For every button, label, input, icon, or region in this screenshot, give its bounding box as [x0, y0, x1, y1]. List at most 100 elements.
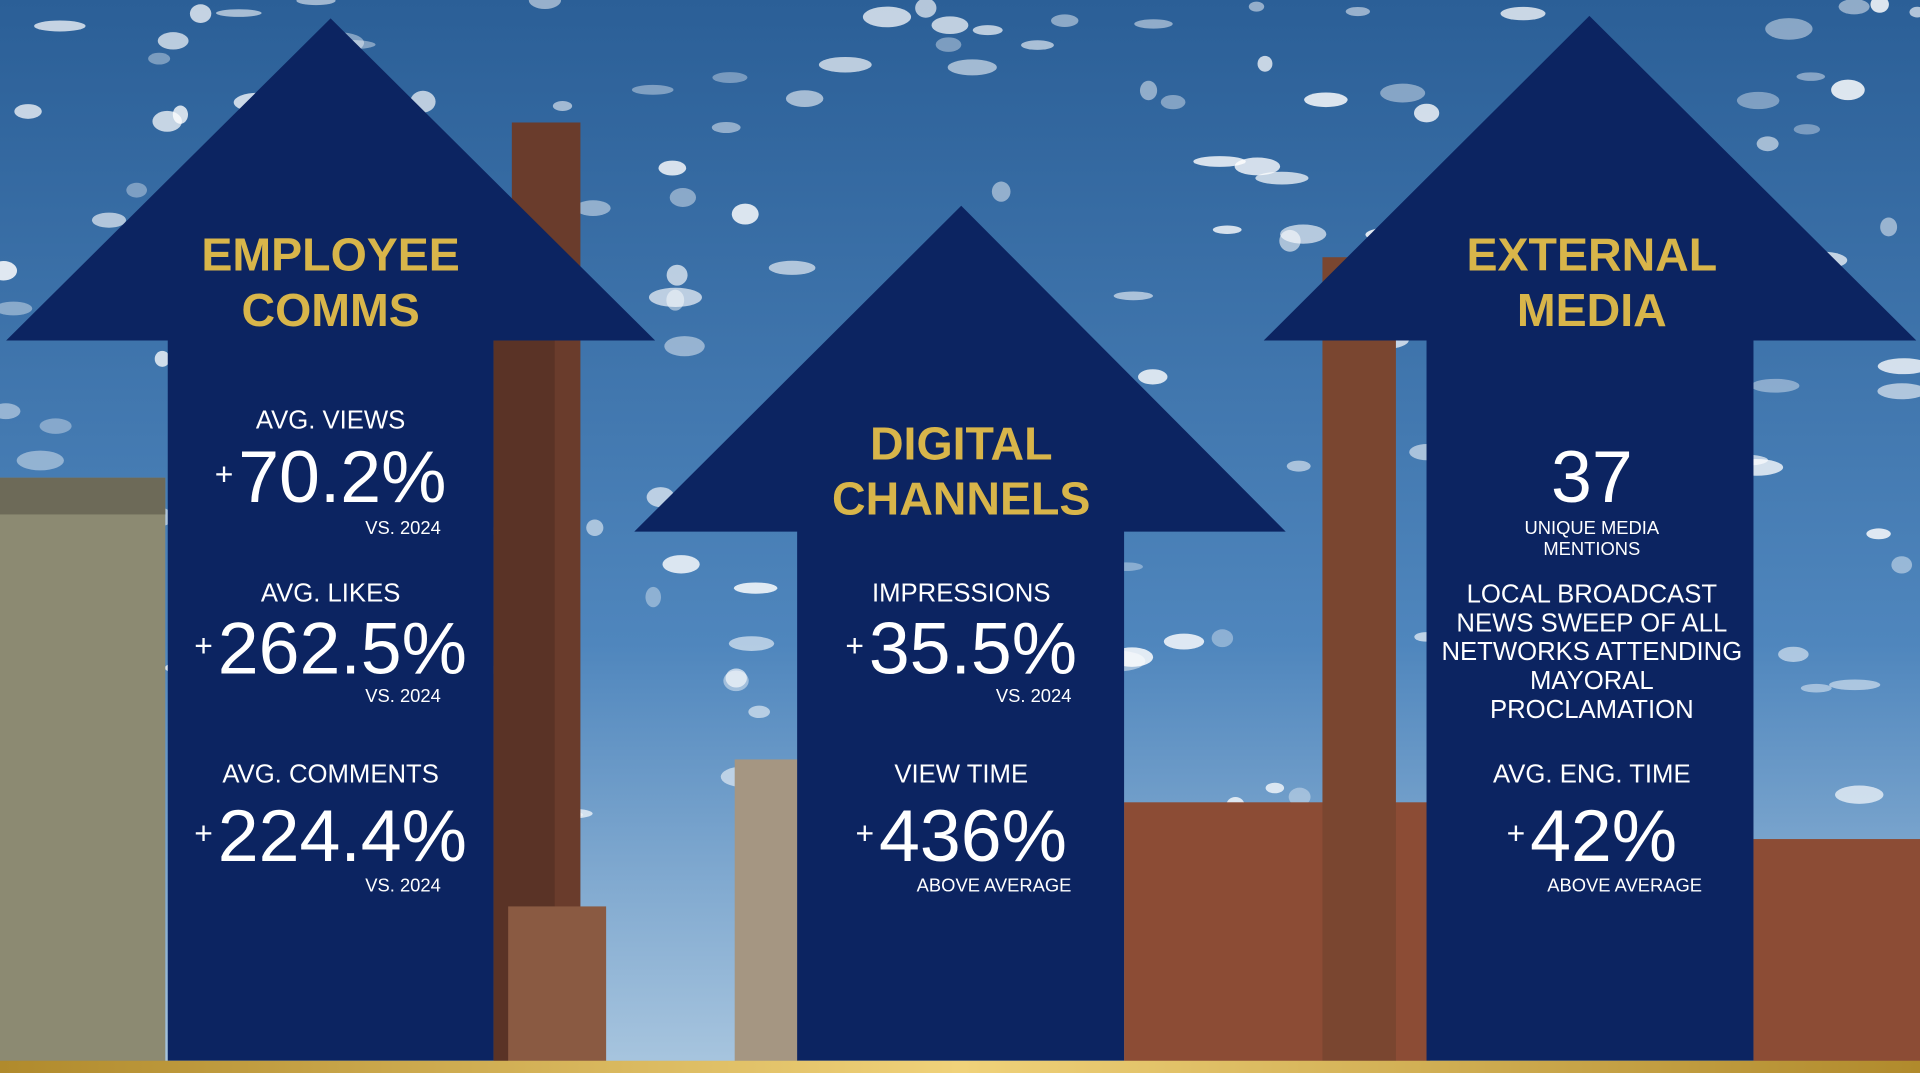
cloud — [1877, 358, 1920, 375]
cloud — [1413, 103, 1440, 123]
metric-value: 35.5% — [869, 607, 1077, 690]
highlight-caption: MENTIONS — [1543, 538, 1640, 559]
metric: +70.2% — [215, 435, 447, 518]
metric-note: ABOVE AVERAGE — [1547, 875, 1702, 896]
cloud — [1139, 80, 1158, 101]
cloud — [1880, 217, 1898, 237]
metric-label: AVG. LIKES — [261, 579, 401, 607]
cloud — [1160, 94, 1186, 110]
cloud — [1736, 91, 1780, 110]
cloud — [0, 403, 21, 420]
cloud — [154, 350, 170, 367]
panel-title: DIGITAL — [870, 417, 1053, 469]
cloud — [1021, 40, 1054, 50]
cloud — [1248, 1, 1265, 12]
metric: +224.4% — [194, 794, 467, 877]
cloud — [1193, 156, 1246, 167]
cloud — [711, 121, 741, 134]
cloud — [723, 670, 749, 692]
cloud — [1778, 646, 1809, 662]
metric-value: 436% — [879, 794, 1067, 877]
cloud — [645, 586, 662, 608]
metric-value: 70.2% — [238, 435, 446, 518]
metric: +262.5% — [194, 607, 467, 690]
cloud — [728, 636, 775, 651]
cloud — [768, 260, 816, 275]
cloud — [947, 59, 997, 76]
panel-title: CHANNELS — [832, 472, 1090, 524]
cloud — [1831, 79, 1865, 101]
cloud — [148, 52, 171, 65]
cloud — [1829, 679, 1881, 691]
metric: +436% — [856, 794, 1067, 877]
metric-sign: + — [194, 628, 213, 664]
cloud — [1134, 19, 1173, 29]
description: MAYORAL — [1530, 667, 1654, 695]
cloud — [662, 555, 700, 574]
cloud — [296, 0, 336, 6]
cloud — [1800, 683, 1832, 693]
metric: +35.5% — [845, 607, 1077, 690]
cloud — [1835, 785, 1884, 804]
arrow — [6, 18, 656, 1061]
cloud — [733, 582, 778, 594]
metric-note: VS. 2024 — [365, 685, 441, 706]
cloud — [1891, 556, 1913, 574]
cloud — [172, 105, 188, 124]
cloud — [1838, 0, 1870, 15]
description: NETWORKS ATTENDING — [1441, 638, 1742, 666]
metric-note: VS. 2024 — [365, 517, 441, 538]
cloud — [586, 519, 604, 537]
cloud — [215, 9, 262, 17]
metric-note: VS. 2024 — [365, 875, 441, 896]
cloud — [1866, 528, 1891, 540]
cloud — [39, 418, 72, 434]
metric-sign: + — [856, 815, 875, 851]
metric: +42% — [1507, 794, 1678, 877]
metric-label: AVG. COMMENTS — [222, 761, 439, 789]
cloud — [648, 287, 702, 308]
cloud — [1234, 157, 1281, 176]
cloud — [862, 6, 912, 28]
cloud — [1113, 291, 1154, 301]
description: LOCAL BROADCAST — [1467, 581, 1718, 609]
cloud — [1877, 383, 1920, 400]
cloud — [1280, 224, 1327, 244]
cloud — [1765, 18, 1813, 40]
cloud — [1265, 782, 1285, 794]
cloud — [1138, 369, 1168, 385]
cloud — [0, 260, 18, 281]
panel-title: COMMS — [241, 284, 419, 336]
cloud — [1051, 14, 1079, 27]
buildings — [0, 122, 1920, 1073]
cloud — [818, 56, 872, 73]
cloud — [1288, 787, 1311, 807]
cloud — [1212, 225, 1242, 234]
cloud — [931, 16, 969, 35]
cloud — [664, 336, 705, 357]
metric-label: AVG. VIEWS — [256, 407, 405, 435]
gold-bar — [0, 1060, 1920, 1073]
metric-value: 262.5% — [218, 607, 467, 690]
cloud — [935, 37, 962, 52]
cloud — [1304, 92, 1348, 108]
cloud — [552, 101, 573, 111]
cloud — [658, 160, 687, 176]
metric-sign: + — [194, 815, 213, 851]
cloud — [1750, 378, 1800, 393]
cloud — [731, 203, 759, 225]
cloud — [915, 0, 937, 18]
cloud — [34, 20, 86, 32]
cloud — [669, 187, 697, 207]
metric-note: ABOVE AVERAGE — [917, 875, 1072, 896]
cloud — [712, 72, 748, 83]
cloud — [575, 200, 611, 216]
cloud — [1870, 0, 1889, 13]
cloud — [631, 84, 674, 95]
cloud — [1380, 83, 1426, 103]
description: NEWS SWEEP OF ALL — [1456, 609, 1727, 637]
metric-sign: + — [845, 628, 864, 664]
cloud — [785, 90, 824, 107]
